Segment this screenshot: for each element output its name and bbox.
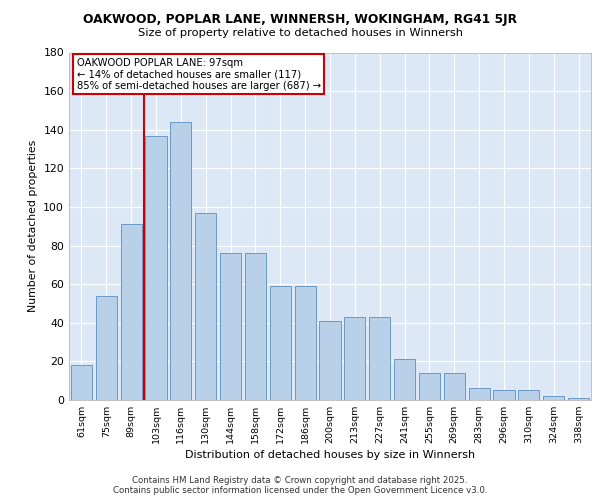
Bar (121, 224, 142, 400)
Bar (518, 390, 539, 400)
Bar (319, 321, 341, 400)
Text: OAKWOOD POPLAR LANE: 97sqm
← 14% of detached houses are smaller (117)
85% of sem: OAKWOOD POPLAR LANE: 97sqm ← 14% of deta… (77, 58, 321, 91)
X-axis label: Distribution of detached houses by size in Winnersh: Distribution of detached houses by size … (185, 450, 475, 460)
Bar (96, 296, 117, 400)
Bar (394, 360, 415, 400)
Bar (220, 254, 241, 400)
Bar (568, 398, 589, 400)
Bar (245, 254, 266, 400)
Bar (71, 365, 92, 400)
Bar (145, 136, 167, 400)
Bar (469, 388, 490, 400)
Bar (270, 286, 291, 400)
Bar (344, 317, 365, 400)
Text: OAKWOOD, POPLAR LANE, WINNERSH, WOKINGHAM, RG41 5JR: OAKWOOD, POPLAR LANE, WINNERSH, WOKINGHA… (83, 12, 517, 26)
Text: Contains HM Land Registry data © Crown copyright and database right 2025.
Contai: Contains HM Land Registry data © Crown c… (113, 476, 487, 495)
Bar (295, 286, 316, 400)
Bar (369, 317, 390, 400)
Text: Size of property relative to detached houses in Winnersh: Size of property relative to detached ho… (137, 28, 463, 38)
Bar (493, 390, 515, 400)
Bar (444, 373, 465, 400)
Bar (543, 396, 564, 400)
Bar (195, 212, 216, 400)
Bar (419, 373, 440, 400)
Bar (170, 122, 191, 400)
Y-axis label: Number of detached properties: Number of detached properties (28, 140, 38, 312)
